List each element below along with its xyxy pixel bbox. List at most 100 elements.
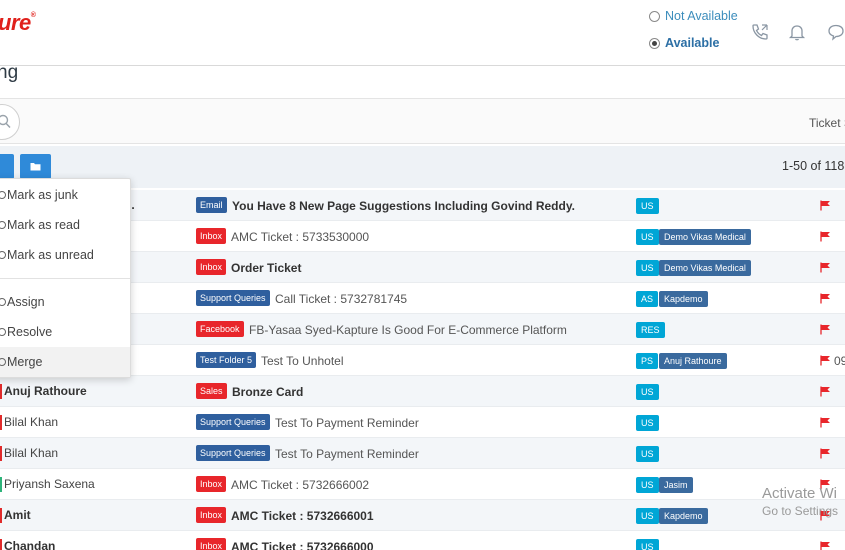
menu-item-label: Mark as junk — [7, 188, 78, 202]
priority-indicator — [0, 415, 2, 430]
ticket-customer-name: Anuj Rathoure — [4, 384, 87, 398]
table-row[interactable]: Priyansh Saxena Inbox AMC Ticket : 5732666… — [0, 469, 845, 500]
flag-icon[interactable] — [820, 417, 831, 428]
ticket-status-chip: US — [636, 260, 659, 276]
flag-icon[interactable] — [820, 448, 831, 459]
ticket-customer-name: Chandan — [4, 539, 56, 550]
ticket-source-tag: Inbox — [196, 538, 227, 550]
status-available[interactable]: Available — [649, 36, 719, 50]
ticket-source-tag: Inbox — [196, 507, 227, 523]
table-row[interactable]: Support Queries Call Ticket : 5732781745 A… — [0, 283, 845, 314]
ticket-source-tag: Inbox — [196, 259, 227, 275]
menu-item-label: Assign — [7, 295, 45, 309]
table-row[interactable]: Chandan Inbox AMC Ticket : 5732666000 US — [0, 531, 845, 550]
menu-item-label: Mark as unread — [7, 248, 94, 262]
flag-icon[interactable] — [820, 355, 831, 366]
ticket-status-chip: US — [636, 539, 659, 550]
move-to-folder-button[interactable] — [20, 154, 51, 179]
ticket-status-chip: AS — [636, 291, 659, 307]
ticket-subject[interactable]: AMC Ticket : 5732666000 — [231, 540, 374, 550]
menu-item-assign[interactable]: Assign — [0, 287, 130, 317]
folder-icon — [30, 163, 41, 171]
flag-icon[interactable] — [820, 293, 831, 304]
ticket-subject[interactable]: AMC Ticket : 5733530000 — [231, 230, 370, 244]
table-row[interactable]: Bilal Khan Support Queries Test To Payment… — [0, 407, 845, 438]
brand-logo[interactable]: ure® — [0, 10, 36, 36]
ticket-status-chip: US — [636, 477, 659, 493]
chat-icon[interactable] — [826, 22, 845, 42]
ticket-status-chip: PS — [636, 353, 659, 369]
flag-icon[interactable] — [820, 479, 831, 490]
ticket-subject[interactable]: You Have 8 New Page Suggestions Includin… — [232, 199, 575, 213]
menu-item-mark-read[interactable]: Mark as read — [0, 210, 130, 240]
ticket-subject[interactable]: AMC Ticket : 5732666001 — [231, 509, 374, 523]
ticket-subject[interactable]: Call Ticket : 5732781745 — [275, 292, 408, 306]
activate-windows-watermark: Activate Wi Go to Settings — [762, 485, 838, 518]
table-row[interactable]: Inbox AMC Ticket : 5733530000 US Demo Vikas… — [0, 221, 845, 252]
ticket-agent-chip: Kapdemo — [659, 291, 708, 307]
ticket-customer-name: Bilal Khan — [4, 446, 59, 460]
ticket-subject[interactable]: FB-Yasaa Syed-Kapture Is Good For E-Comm… — [249, 323, 567, 337]
flag-icon[interactable] — [820, 510, 831, 521]
bell-icon[interactable] — [787, 22, 807, 42]
table-row[interactable]: Inbox Order Ticket US Demo Vikas Medical — [0, 252, 845, 283]
menu-item-merge[interactable]: Merge — [0, 347, 130, 377]
priority-indicator — [0, 508, 2, 523]
flag-icon[interactable] — [820, 386, 831, 397]
ticket-agent-chip: Demo Vikas Medical — [659, 260, 751, 276]
radio-icon[interactable] — [649, 10, 660, 22]
ticket-sort-dropdown[interactable]: Ticket S — [809, 116, 845, 130]
search-icon — [0, 114, 11, 129]
menu-item-mark-unread[interactable]: Mark as unread — [0, 240, 130, 270]
ticket-customer-name: Bilal Khan — [4, 415, 59, 429]
menu-item-mark-junk[interactable]: Mark as junk — [0, 180, 130, 210]
page-title: ng — [0, 62, 19, 83]
watermark-line2: Go to Settings — [762, 504, 839, 518]
ticket-status-chip: US — [636, 415, 659, 431]
ticket-source-tag: Facebook — [196, 321, 244, 337]
unread-icon — [0, 251, 6, 259]
flag-icon[interactable] — [820, 324, 831, 335]
menu-item-resolve[interactable]: Resolve — [0, 317, 130, 347]
read-icon — [0, 221, 6, 229]
table-row[interactable]: Test Folder 5 Test To Unhotel PS Anuj Ratho… — [0, 345, 845, 376]
flag-icon[interactable] — [820, 262, 831, 273]
status-available-label: Available — [665, 36, 720, 50]
table-row[interactable]: Anuj Rathoure Sales Bronze Card US — [0, 376, 845, 407]
flag-icon[interactable] — [820, 200, 831, 211]
ticket-status-chip: US — [636, 446, 659, 462]
ticket-subject[interactable]: Test To Payment Reminder — [275, 447, 419, 461]
menu-item-label: Merge — [7, 355, 43, 369]
flag-icon[interactable] — [820, 231, 831, 242]
status-not-available[interactable]: Not Available — [649, 9, 738, 23]
menu-item-label: Mark as read — [7, 218, 80, 232]
watermark-line1: Activate Wi — [762, 485, 838, 502]
bulk-action-menu: Mark as junk Mark as read Mark as unread… — [0, 178, 131, 378]
ticket-agent-chip: Jasim — [659, 477, 693, 493]
ticket-source-tag: Sales — [196, 383, 227, 399]
table-row[interactable]: Facebook FB-Yasaa Syed-Kapture Is Good Fo… — [0, 314, 845, 345]
ticket-subject[interactable]: Order Ticket — [231, 261, 302, 275]
ticket-subject[interactable]: Test To Payment Reminder — [275, 416, 419, 430]
ticket-status-chip: US — [636, 508, 659, 524]
search-button[interactable] — [0, 104, 20, 140]
phone-icon[interactable] — [750, 22, 770, 42]
radio-checked-icon[interactable] — [649, 37, 660, 49]
menu-item-label: Resolve — [7, 325, 53, 339]
table-row[interactable]: Bilal Khan Support Queries Test To Payment… — [0, 438, 845, 469]
ticket-source-tag: Inbox — [196, 228, 227, 244]
top-header: ure® Not Available Available — [0, 0, 845, 66]
ticket-agent-chip: Demo Vikas Medical — [659, 229, 751, 245]
ticket-agent-chip: Anuj Rathoure — [659, 353, 727, 369]
flag-icon[interactable] — [820, 541, 831, 550]
ticket-source-tag: Support Queries — [196, 414, 270, 430]
ticket-source-tag: Test Folder 5 — [196, 352, 257, 368]
ticket-subject[interactable]: Bronze Card — [232, 385, 304, 399]
table-row[interactable]: Amit Inbox AMC Ticket : 5732666001 US Kapdem… — [0, 500, 845, 531]
bulk-action-button[interactable] — [0, 154, 14, 179]
ticket-subject[interactable]: AMC Ticket : 5732666002 — [231, 478, 370, 492]
ticket-status-chip: RES — [636, 322, 665, 338]
ticket-subject[interactable]: Test To Unhotel — [261, 354, 344, 368]
